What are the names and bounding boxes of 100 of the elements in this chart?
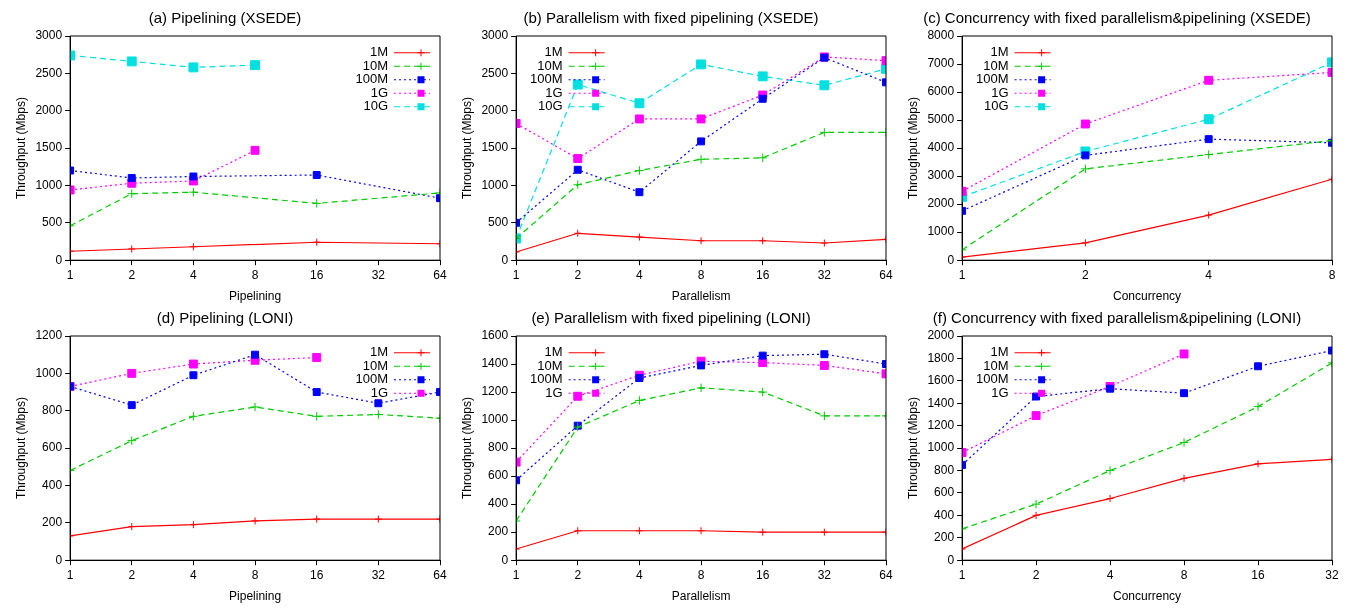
- y-tick-label: 3000: [35, 28, 63, 43]
- x-axis-title: Parallelism: [671, 589, 731, 604]
- legend-label: 1M: [369, 44, 388, 60]
- y-tick-label: 0: [55, 252, 63, 267]
- x-tick-label: 2: [574, 267, 582, 282]
- legend-label: 1G: [545, 84, 563, 100]
- y-axis-title: Throughput (Mbps): [459, 397, 474, 500]
- x-tick-label: 32: [817, 267, 832, 282]
- y-tick-label: 8000: [927, 28, 955, 43]
- y-tick-label: 0: [501, 552, 509, 567]
- y-tick-label: 600: [934, 485, 955, 500]
- x-tick-label: 1: [958, 567, 966, 582]
- x-tick-label: 64: [433, 267, 447, 282]
- x-tick-label: 32: [371, 567, 386, 582]
- x-axis-title: Pipelining: [229, 589, 282, 604]
- y-tick-label: 500: [42, 215, 63, 230]
- legend-label: 10M: [983, 57, 1009, 73]
- y-tick-label: 200: [488, 524, 509, 539]
- y-axis-title: Throughput (Mbps): [13, 97, 28, 200]
- y-tick-label: 1800: [927, 350, 955, 365]
- y-tick-label: 3000: [481, 28, 509, 43]
- y-tick-label: 800: [488, 440, 509, 455]
- x-tick-label: 8: [697, 567, 705, 582]
- y-axis-title: Throughput (Mbps): [905, 397, 920, 500]
- y-tick-label: 200: [934, 530, 955, 545]
- y-tick-label: 7000: [927, 56, 955, 71]
- x-tick-label: 1: [512, 567, 520, 582]
- x-tick-label: 2: [1032, 567, 1040, 582]
- y-tick-label: 600: [488, 468, 509, 483]
- legend-label: 100M: [976, 371, 1009, 387]
- x-tick-label: 16: [1251, 567, 1266, 582]
- legend-label: 10G: [363, 98, 388, 114]
- legend-label: 100M: [355, 71, 388, 87]
- y-tick-label: 0: [501, 252, 509, 267]
- chart-title: (a) Pipelining (XSEDE): [148, 9, 302, 27]
- y-tick-label: 0: [947, 252, 955, 267]
- legend-label: 1G: [370, 84, 388, 100]
- chart-title: (f) Concurrency with fixed parallelism&pipelining (LONI): [932, 309, 1302, 327]
- y-tick-label: 5000: [927, 112, 955, 127]
- legend-label: 1G: [991, 384, 1009, 400]
- x-tick-label: 8: [251, 267, 259, 282]
- y-tick-label: 2000: [927, 328, 955, 343]
- x-tick-label: 8: [251, 567, 259, 582]
- x-tick-label: 1: [958, 267, 966, 282]
- y-tick-label: 1000: [481, 177, 509, 192]
- legend-label: 1M: [369, 344, 388, 360]
- x-axis-title: Concurrency: [1113, 289, 1182, 304]
- x-tick-label: 64: [433, 567, 447, 582]
- y-tick-label: 400: [42, 477, 63, 492]
- x-axis-title: Parallelism: [671, 289, 731, 304]
- y-tick-label: 1200: [927, 417, 955, 432]
- legend-label: 1M: [990, 344, 1009, 360]
- x-tick-label: 64: [879, 267, 893, 282]
- y-tick-label: 600: [42, 440, 63, 455]
- legend-label: 100M: [355, 371, 388, 387]
- legend-label: 1G: [370, 384, 388, 400]
- y-tick-label: 1400: [927, 395, 955, 410]
- legend-label: 1M: [544, 44, 563, 60]
- y-tick-label: 2000: [35, 103, 63, 118]
- chart-title: (b) Parallelism with fixed pipelining (XSEDE): [523, 9, 819, 27]
- x-tick-label: 16: [756, 267, 770, 282]
- y-tick-label: 200: [42, 515, 63, 530]
- y-tick-label: 1500: [481, 140, 509, 155]
- x-tick-label: 16: [310, 267, 324, 282]
- y-tick-label: 800: [934, 462, 955, 477]
- legend-label: 1G: [991, 84, 1009, 100]
- legend-label: 1M: [990, 44, 1009, 60]
- x-axis-title: Concurrency: [1113, 589, 1182, 604]
- x-tick-label: 4: [636, 567, 644, 582]
- x-tick-label: 1: [66, 267, 74, 282]
- y-tick-label: 1200: [35, 328, 63, 343]
- y-tick-label: 1400: [481, 356, 509, 371]
- y-tick-label: 4000: [927, 140, 955, 155]
- y-tick-label: 800: [42, 403, 63, 418]
- legend-label: 10G: [538, 98, 563, 114]
- x-tick-label: 8: [1328, 267, 1336, 282]
- x-tick-label: 64: [879, 567, 893, 582]
- legend-label: 10M: [362, 57, 388, 73]
- legend-label: 100M: [530, 371, 563, 387]
- x-tick-label: 8: [1180, 567, 1188, 582]
- legend-label: 100M: [530, 71, 563, 87]
- y-tick-label: 1000: [481, 412, 509, 427]
- legend-label: 10G: [984, 98, 1009, 114]
- y-tick-label: 1000: [927, 440, 955, 455]
- y-tick-label: 500: [488, 215, 509, 230]
- legend-label: 1M: [544, 344, 563, 360]
- y-tick-label: 1500: [35, 140, 63, 155]
- x-tick-label: 1: [66, 567, 74, 582]
- legend-label: 10M: [362, 357, 388, 373]
- x-tick-label: 8: [697, 267, 705, 282]
- y-axis-title: Throughput (Mbps): [459, 97, 474, 200]
- y-tick-label: 400: [934, 507, 955, 522]
- x-tick-label: 4: [190, 267, 198, 282]
- y-tick-label: 2000: [927, 196, 955, 211]
- y-tick-label: 400: [488, 496, 509, 511]
- x-tick-label: 2: [1082, 267, 1090, 282]
- y-tick-label: 1600: [481, 328, 509, 343]
- y-tick-label: 0: [55, 552, 63, 567]
- x-tick-label: 32: [371, 267, 386, 282]
- x-tick-label: 16: [756, 567, 770, 582]
